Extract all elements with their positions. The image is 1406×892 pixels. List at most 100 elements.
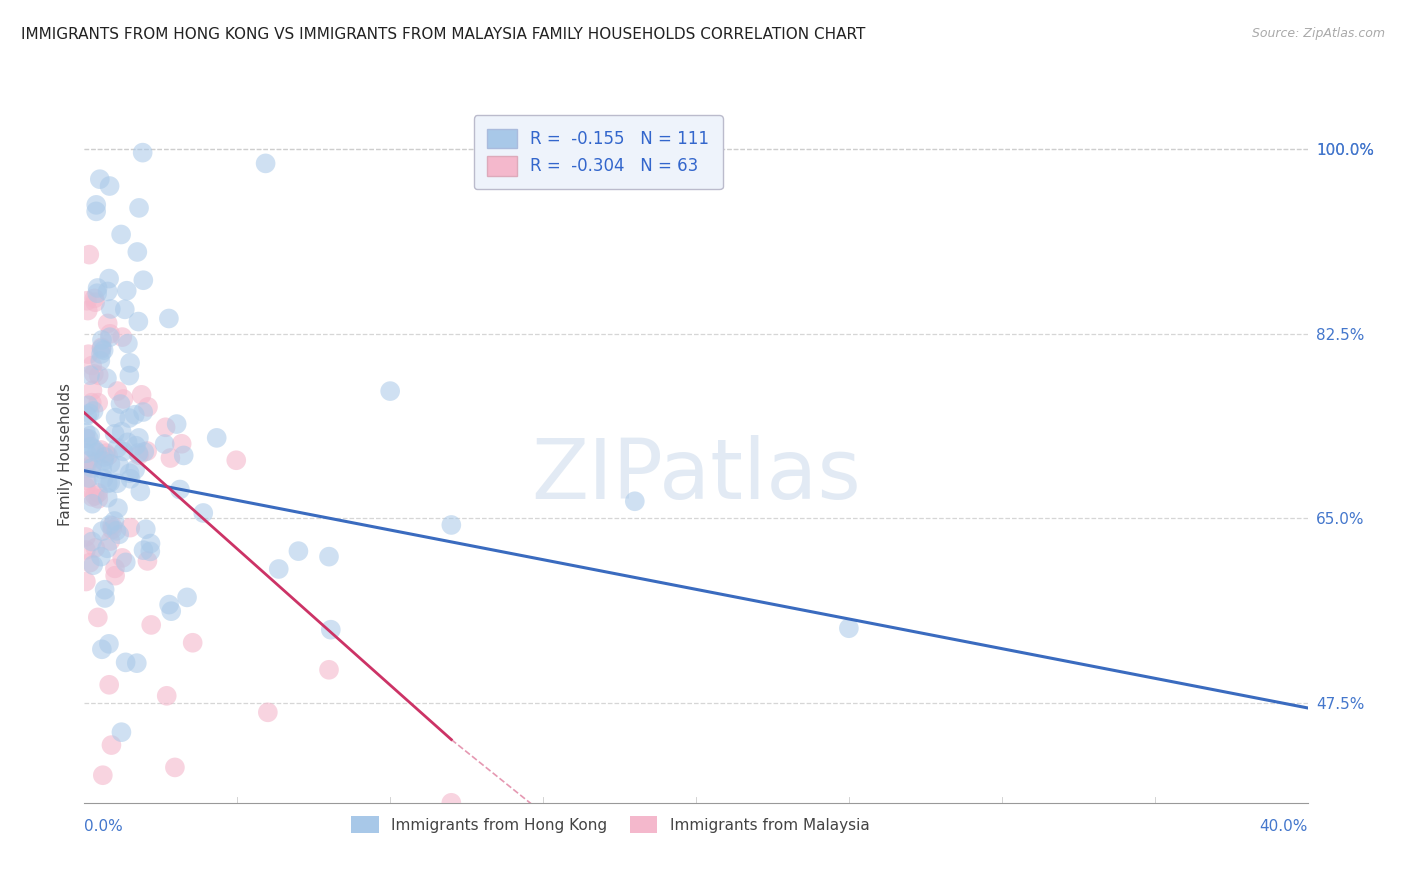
Point: [90, 642, 112, 657]
Point: [82, 457, 104, 471]
Point: [117, 336, 139, 351]
Point: [104, 561, 127, 575]
Point: [91, 768, 114, 782]
Point: [76, 293, 98, 308]
Point: [107, 384, 129, 398]
Point: [129, 484, 152, 499]
Point: [110, 397, 132, 411]
Point: [205, 431, 228, 445]
Point: [83, 442, 105, 457]
Point: [181, 636, 204, 650]
Point: [84, 295, 107, 310]
Point: [83, 367, 105, 381]
Point: [128, 201, 150, 215]
Point: [75, 431, 97, 445]
Point: [84, 489, 107, 503]
Point: [125, 439, 148, 453]
Point: [97, 476, 120, 491]
Point: [267, 562, 290, 576]
Point: [136, 444, 159, 458]
Point: [75, 461, 97, 475]
Point: [93, 450, 115, 464]
Point: [82, 558, 104, 573]
Point: [287, 544, 309, 558]
Point: [80, 534, 103, 549]
Text: 0.0%: 0.0%: [84, 819, 124, 834]
Point: [254, 156, 277, 170]
Point: [93, 454, 115, 468]
Point: [79, 406, 101, 420]
Point: [97, 491, 120, 505]
Point: [131, 388, 153, 402]
Point: [93, 343, 115, 358]
Point: [107, 501, 129, 516]
Point: [132, 273, 155, 287]
Point: [80, 440, 103, 454]
Point: [440, 796, 463, 810]
Point: [86, 281, 108, 295]
Point: [80, 461, 103, 475]
Point: [91, 462, 114, 476]
Point: [120, 520, 142, 534]
Point: [101, 519, 124, 533]
Point: [93, 582, 115, 597]
Point: [318, 549, 340, 564]
Point: [132, 405, 155, 419]
Point: [87, 491, 110, 506]
Point: [112, 392, 135, 406]
Point: [131, 145, 153, 160]
Point: [98, 179, 121, 194]
Point: [173, 449, 195, 463]
Point: [82, 384, 104, 398]
Point: [77, 471, 100, 485]
Point: [79, 368, 101, 383]
Point: [160, 604, 183, 618]
Point: [89, 354, 111, 368]
Point: [86, 445, 108, 459]
Point: [75, 574, 97, 589]
Point: [157, 311, 180, 326]
Point: [100, 738, 122, 752]
Point: [117, 435, 139, 450]
Point: [624, 494, 647, 508]
Point: [124, 462, 146, 476]
Point: [120, 472, 142, 486]
Point: [170, 436, 193, 450]
Point: [93, 472, 115, 486]
Point: [136, 400, 159, 414]
Point: [87, 610, 110, 624]
Point: [84, 198, 107, 212]
Point: [98, 517, 121, 532]
Point: [112, 444, 135, 458]
Point: [79, 247, 101, 261]
Point: [100, 457, 122, 471]
Point: [141, 618, 163, 632]
Point: [83, 292, 105, 306]
Point: [127, 314, 149, 328]
Point: [115, 284, 138, 298]
Point: [380, 384, 402, 398]
Point: [104, 568, 127, 582]
Point: [75, 480, 97, 494]
Point: [75, 425, 97, 440]
Point: [103, 514, 125, 528]
Point: [163, 760, 186, 774]
Point: [101, 523, 124, 537]
Point: [440, 518, 463, 533]
Point: [79, 428, 101, 442]
Point: [97, 317, 120, 331]
Point: [98, 330, 121, 344]
Point: [110, 725, 132, 739]
Point: [86, 286, 108, 301]
Point: [176, 591, 198, 605]
Point: [87, 486, 110, 500]
Text: Source: ZipAtlas.com: Source: ZipAtlas.com: [1251, 27, 1385, 40]
Point: [98, 475, 121, 490]
Point: [76, 474, 98, 488]
Point: [84, 204, 107, 219]
Point: [118, 411, 141, 425]
Point: [79, 556, 101, 570]
Point: [128, 448, 150, 462]
Point: [139, 536, 162, 550]
Point: [153, 437, 176, 451]
